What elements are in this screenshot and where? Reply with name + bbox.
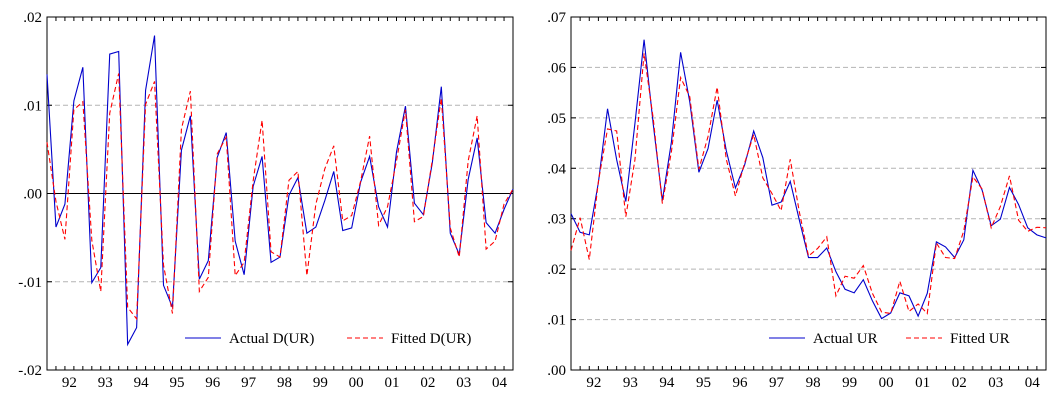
chart-ur: .00 .01 .02 .03 .04 .05 .06 .07 92 93 94 95 96 97 98 99…	[547, 10, 1047, 391]
x-tick-label: 01	[385, 375, 400, 391]
x-tick-label: 00	[349, 375, 364, 391]
y-tick-label: .02	[547, 262, 566, 278]
x-tick-label: 04	[1025, 375, 1041, 391]
legend-label: Actual UR	[813, 331, 878, 347]
x-tick-label: 02	[952, 375, 967, 391]
x-tick-label: 98	[277, 375, 292, 391]
x-tick-label: 96	[732, 375, 748, 391]
x-tick-label: 92	[62, 375, 77, 391]
x-tick-label: 98	[806, 375, 821, 391]
x-tick-label: 93	[623, 375, 638, 391]
x-tick-label: 03	[456, 375, 471, 391]
y-tick-label: .06	[547, 60, 566, 76]
x-tick-label: 92	[586, 375, 601, 391]
y-tick-label: -.02	[18, 363, 42, 379]
legend-label: Fitted D(UR)	[391, 331, 471, 347]
legend-label: Fitted UR	[950, 331, 1010, 347]
x-tick-label: 93	[98, 375, 113, 391]
y-tick-label: .02	[23, 10, 42, 26]
x-tick-label: 99	[313, 375, 328, 391]
x-tick-label: 02	[420, 375, 435, 391]
y-tick-label: .01	[547, 313, 566, 329]
series-line-actual	[570, 39, 1047, 320]
y-tick-label: .00	[547, 363, 566, 379]
legend-label: Actual D(UR)	[229, 331, 314, 347]
y-tick-label: .04	[547, 161, 566, 177]
x-tick-label: 99	[842, 375, 857, 391]
x-tick-label: 95	[696, 375, 711, 391]
x-tick-label: 01	[915, 375, 930, 391]
x-tick-label: 96	[205, 375, 221, 391]
x-tick-label: 03	[988, 375, 1003, 391]
x-tick-label: 97	[241, 375, 257, 391]
left-chart-panel: -.02 -.01 .00 .01 .02 92 93 94 95 96 97 98 99 00 01 02 0…	[0, 0, 525, 395]
x-tick-label: 00	[879, 375, 894, 391]
x-tick-label: 04	[492, 375, 508, 391]
y-tick-label: -.01	[18, 275, 42, 291]
chart-d-ur: -.02 -.01 .00 .01 .02 92 93 94 95 96 97 98 99 00 01 02 0…	[18, 10, 514, 391]
y-tick-label: .00	[23, 187, 42, 203]
series-line-fitted	[46, 73, 514, 321]
x-tick-label: 94	[134, 375, 150, 391]
y-tick-label: .03	[547, 212, 566, 228]
y-tick-label: .05	[547, 111, 566, 127]
series-line-fitted	[570, 53, 1047, 315]
x-tick-label: 97	[769, 375, 785, 391]
y-tick-label: .07	[547, 10, 566, 26]
x-tick-label: 94	[659, 375, 675, 391]
y-tick-label: .01	[23, 98, 42, 114]
right-chart-panel: .00 .01 .02 .03 .04 .05 .06 .07 92 93 94 95 96 97 98 99…	[525, 0, 1049, 395]
x-tick-label: 95	[169, 375, 184, 391]
